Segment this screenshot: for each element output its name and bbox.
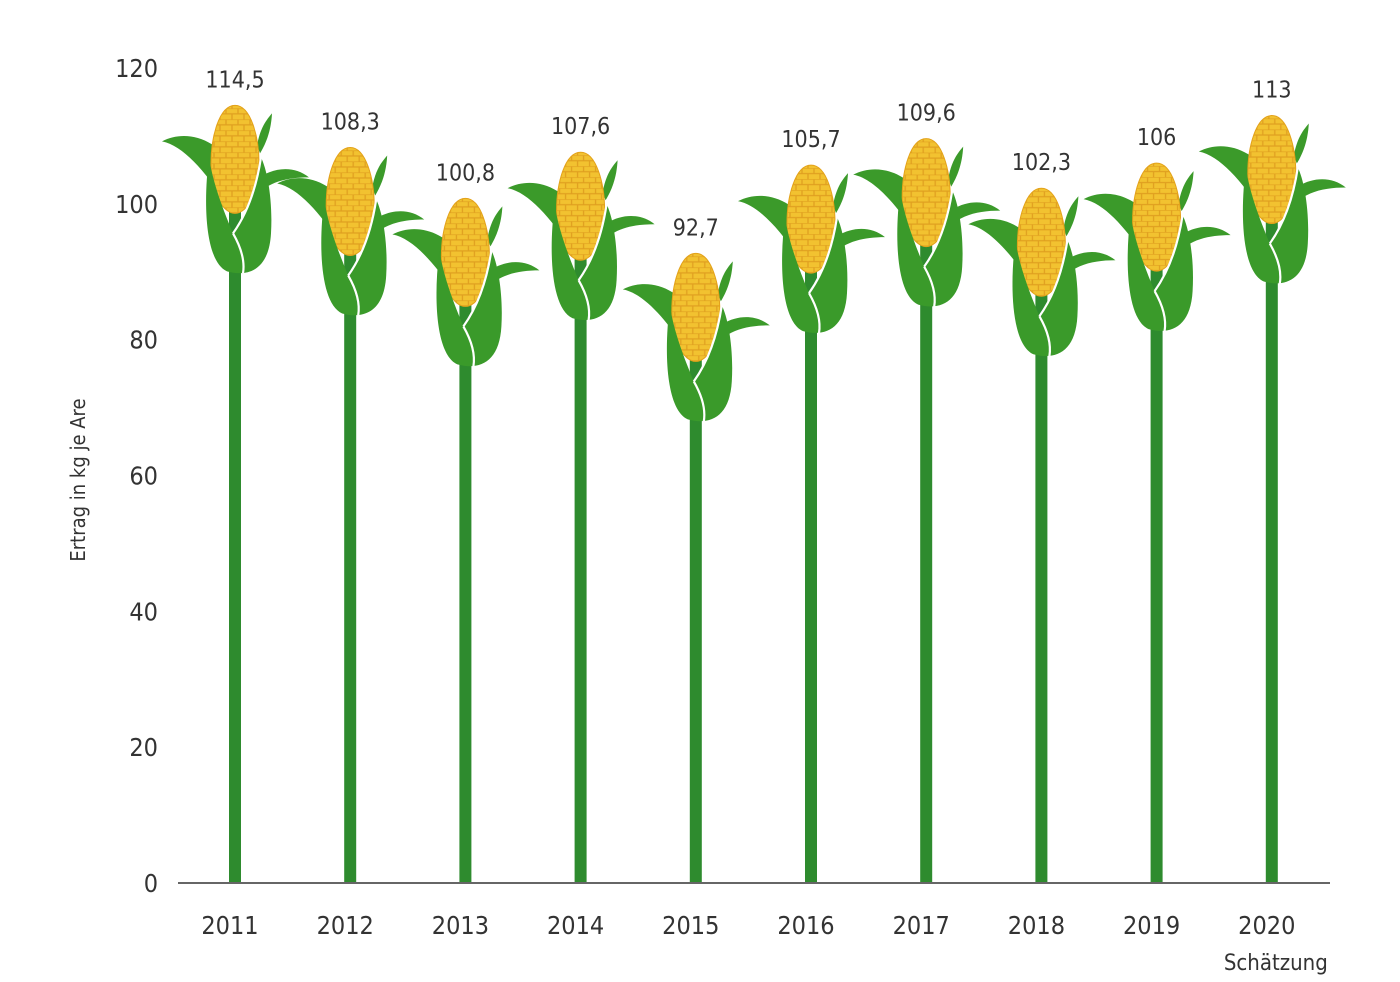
data-label-2019: 106 — [1137, 125, 1177, 151]
bar-2011 — [229, 195, 241, 883]
bar-2012 — [344, 237, 357, 883]
x-tick-label: 2020 — [1238, 911, 1295, 940]
bar-2015 — [689, 343, 702, 884]
y-axis-title: Ertrag in kg je Are — [66, 398, 90, 561]
y-tick-label: 20 — [129, 733, 158, 762]
y-tick-label: 120 — [115, 54, 158, 83]
y-tick-label: 40 — [129, 597, 158, 626]
y-tick-label: 80 — [129, 326, 158, 355]
bar-2020 — [1265, 205, 1278, 883]
corn-cob-icon — [967, 187, 1117, 358]
data-label-2011: 114,5 — [205, 67, 264, 93]
data-label-2014: 107,6 — [551, 114, 610, 140]
data-label-2013: 100,8 — [436, 160, 495, 186]
x-tick-note: Schätzung — [1224, 951, 1328, 976]
data-label-2016: 105,7 — [781, 127, 840, 153]
data-label-2020: 113 — [1252, 78, 1292, 104]
y-tick-label: 60 — [129, 462, 158, 491]
corn-markers — [160, 104, 1347, 423]
corn-cob-icon — [1197, 114, 1347, 285]
y-axis-ticks: 0 20 40 60 80 100 120 — [115, 54, 158, 898]
x-tick-label: 2014 — [547, 911, 604, 940]
y-tick-label: 100 — [115, 190, 158, 219]
corn-cob-icon — [506, 151, 656, 322]
data-label-2017: 109,6 — [897, 101, 956, 127]
value-labels: 114,5 108,3 100,8 107,6 92,7 105,7 109,6 102,3 1… — [205, 67, 1291, 241]
data-label-2018: 102,3 — [1012, 150, 1071, 176]
x-axis-labels: 2011 2012 2013 2014 2015 2016 2017 2018 2019 2020… — [201, 911, 1327, 976]
bar-2018 — [1035, 278, 1048, 883]
stalks — [229, 195, 1278, 884]
corn-cob-icon — [621, 252, 771, 423]
data-label-2015: 92,7 — [673, 215, 719, 241]
corn-cob-icon — [1082, 161, 1232, 333]
x-tick-label: 2011 — [201, 911, 258, 940]
x-tick-label: 2017 — [893, 911, 950, 940]
bar-2016 — [805, 255, 817, 883]
corn-cob-icon — [736, 164, 886, 335]
x-tick-label: 2013 — [432, 911, 489, 940]
bar-2014 — [574, 242, 587, 883]
x-tick-label: 2012 — [317, 911, 374, 940]
x-tick-label: 2015 — [662, 911, 719, 940]
x-tick-label: 2016 — [777, 911, 834, 940]
data-label-2012: 108,3 — [321, 109, 380, 135]
corn-cob-icon — [160, 104, 310, 275]
bar-2013 — [459, 288, 472, 883]
corn-cob-icon — [391, 197, 541, 368]
y-tick-label: 0 — [144, 869, 158, 898]
bar-2017 — [920, 228, 933, 884]
x-tick-label: 2018 — [1008, 911, 1065, 940]
bar-2019 — [1150, 253, 1163, 884]
x-tick-label: 2019 — [1123, 911, 1180, 940]
